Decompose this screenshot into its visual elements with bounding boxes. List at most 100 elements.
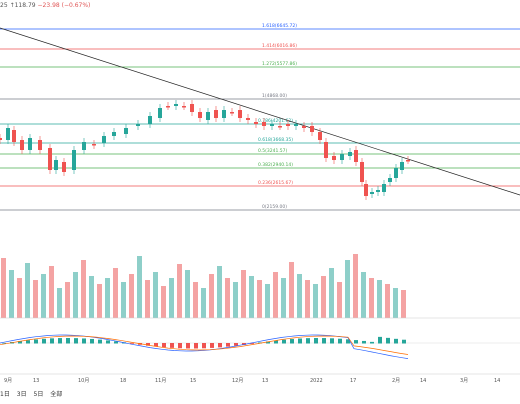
candle-body: [388, 178, 392, 182]
candle-body: [364, 184, 368, 196]
fib-level-label: 0.236(2615.67): [258, 180, 293, 186]
volume-bar: [225, 278, 230, 318]
candle-body: [112, 132, 116, 136]
macd-histogram-bar: [354, 340, 358, 344]
candle-body: [254, 122, 258, 124]
volume-bar: [65, 282, 70, 318]
candle-body: [310, 126, 314, 132]
macd-histogram-bar: [74, 338, 78, 344]
macd-histogram-bar: [394, 338, 398, 344]
macd-histogram-bar: [330, 338, 334, 344]
macd-histogram-bar: [298, 338, 302, 344]
volume-bar: [233, 282, 238, 318]
volume-bar: [33, 280, 38, 318]
trendline[interactable]: [0, 27, 520, 196]
macd-histogram-bar: [178, 343, 182, 349]
macd-histogram-bar: [26, 340, 30, 344]
candle-body: [348, 152, 352, 156]
range-toolbar: 1日 3日 5日 全部: [0, 389, 67, 399]
candle-body: [6, 128, 10, 140]
range-1d-button[interactable]: 1日: [0, 391, 10, 398]
candle-body: [148, 116, 152, 124]
volume-bar: [265, 284, 270, 318]
x-axis-label: 10月: [78, 378, 89, 384]
volume-bar: [281, 278, 286, 318]
fib-level-label: 1.272(5577.86): [262, 61, 297, 67]
volume-bar: [145, 280, 150, 318]
candle-body: [262, 122, 266, 126]
candle-body: [318, 132, 322, 140]
x-axis-label: 9月: [4, 378, 12, 384]
macd-histogram-bar: [314, 338, 318, 344]
candle-body: [12, 130, 16, 142]
x-axis-label: 18: [120, 378, 126, 384]
change-value: −23.98 (−0.67%): [37, 2, 91, 9]
macd-histogram-bar: [42, 338, 46, 344]
candle-body: [294, 124, 298, 126]
volume-bar: [377, 280, 382, 318]
candle-body: [238, 110, 242, 118]
macd-histogram-bar: [162, 343, 166, 348]
candle-body: [270, 124, 274, 126]
signal-line: [0, 335, 409, 355]
ohlc-header: 25 ↑118.79 −23.98 (−0.67%): [0, 2, 90, 9]
macd-histogram-bar: [50, 338, 54, 344]
macd-histogram-bar: [322, 338, 326, 344]
volume-bar: [177, 264, 182, 318]
macd-histogram-bar: [98, 339, 102, 344]
volume-bar: [217, 266, 222, 318]
macd-histogram-bar: [154, 343, 158, 347]
macd-histogram-bar: [2, 343, 6, 344]
x-axis-label: 13: [33, 378, 39, 384]
candle-body: [136, 124, 140, 126]
macd-histogram-bar: [130, 343, 134, 344]
x-axis-label: 2月: [392, 378, 400, 384]
volume-bar: [257, 280, 262, 318]
macd-histogram-bar: [402, 339, 406, 344]
candle-body: [324, 142, 328, 158]
volume-bar: [97, 284, 102, 318]
volume-bar: [81, 260, 86, 318]
ohlc-value: ↑118.79: [9, 2, 36, 9]
macd-histogram-bar: [266, 341, 270, 344]
macd-histogram-bar: [90, 338, 94, 344]
macd-histogram-bar: [234, 343, 238, 346]
macd-histogram-bar: [242, 343, 246, 345]
candle-body: [198, 112, 202, 118]
candle-body: [20, 140, 24, 150]
x-axis-label: 15: [190, 378, 196, 384]
volume-bar: [337, 282, 342, 318]
candle-body: [382, 184, 386, 192]
volume-bar: [273, 272, 278, 318]
x-axis-label: 11月: [155, 378, 166, 384]
x-axis-label: 2022: [310, 378, 323, 384]
candle-body: [286, 124, 290, 126]
volume-bar: [329, 268, 334, 318]
fib-level-label: 0.786(4201.62): [258, 118, 293, 124]
candle-body: [124, 128, 128, 134]
volume-bar: [137, 256, 142, 318]
macd-histogram-bar: [226, 343, 230, 347]
candle-body: [222, 110, 226, 118]
macd-histogram-bar: [202, 343, 206, 349]
candle-body: [166, 106, 170, 108]
volume-bar: [169, 278, 174, 318]
macd-histogram-bar: [34, 339, 38, 344]
macd-histogram-bar: [362, 340, 366, 344]
volume-bar: [49, 266, 54, 318]
macd-histogram-bar: [218, 343, 222, 348]
range-5d-button[interactable]: 5日: [33, 391, 44, 398]
candle-body: [246, 118, 250, 120]
range-3d-button[interactable]: 3日: [16, 391, 27, 398]
range-all-button[interactable]: 全部: [50, 391, 63, 398]
volume-bar: [129, 274, 134, 318]
candle-body: [174, 104, 178, 106]
candle-body: [48, 148, 52, 170]
candle-body: [302, 126, 306, 128]
volume-bar: [89, 276, 94, 318]
volume-bar: [185, 270, 190, 318]
fib-level-label: 1(4868.00): [262, 93, 287, 99]
x-axis-label: 14: [494, 378, 500, 384]
